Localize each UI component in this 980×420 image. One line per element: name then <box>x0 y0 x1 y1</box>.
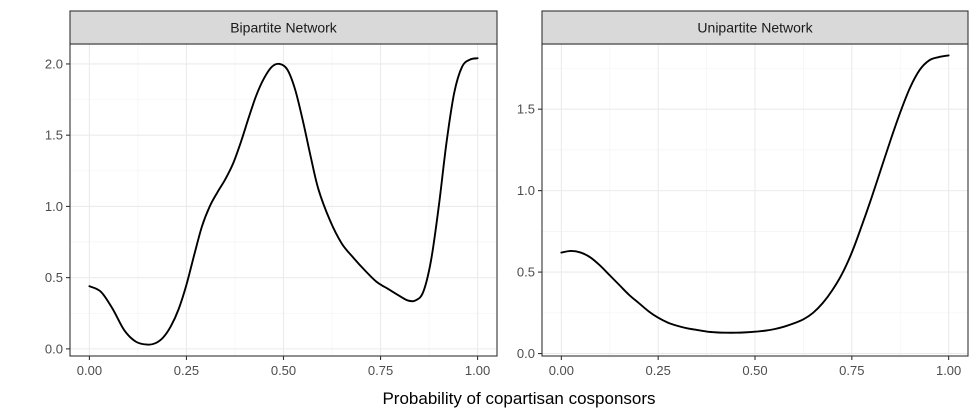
x-tick-label: 0.50 <box>271 363 296 378</box>
bipartite-strip-label: Bipartite Network <box>230 20 338 36</box>
panel-bipartite-grid <box>70 44 497 356</box>
panel-unipartite: Unipartite Network 0.00 0.25 0.50 0.75 1.000… <box>517 10 969 378</box>
panel-unipartite-grid <box>542 44 968 356</box>
x-tick-label: 0.00 <box>77 363 102 378</box>
x-tick-label: 1.00 <box>465 363 490 378</box>
y-tick-label: 2.0 <box>45 56 63 71</box>
x-tick-label: 0.75 <box>839 363 864 378</box>
x-tick-label: 0.00 <box>549 363 574 378</box>
unipartite-axis-ticks: 0.00 0.25 0.50 0.75 1.00 0.0 0.5 1.0 1.5 <box>517 102 961 378</box>
y-tick-label: 0.5 <box>45 270 63 285</box>
unipartite-strip <box>541 10 969 45</box>
x-axis-title: Probability of copartisan cosponsors <box>382 389 655 408</box>
x-tick-label: 0.25 <box>174 363 199 378</box>
y-tick-label: 1.0 <box>45 199 63 214</box>
bipartite-density-line <box>88 57 479 346</box>
bipartite-strip <box>69 10 498 45</box>
y-tick-label: 0.0 <box>517 346 535 361</box>
y-tick-label: 1.5 <box>517 102 535 117</box>
x-tick-label: 0.50 <box>742 363 767 378</box>
unipartite-density-line <box>560 54 950 334</box>
x-tick-label: 0.75 <box>368 363 393 378</box>
unipartite-strip-label: Unipartite Network <box>697 20 813 36</box>
panel-bipartite: Bipartite Network 0.00 0.25 0.50 0.75 1.000.… <box>45 10 498 378</box>
y-tick-label: 1.5 <box>45 128 63 143</box>
bipartite-axis-ticks: 0.00 0.25 0.50 0.75 1.00 0.0 0.5 1.0 1.5 2.0 <box>45 56 490 378</box>
x-tick-label: 1.00 <box>936 363 961 378</box>
x-tick-label: 0.25 <box>646 363 671 378</box>
y-tick-label: 0.5 <box>517 265 535 280</box>
y-tick-label: 0.0 <box>45 341 63 356</box>
y-tick-label: 1.0 <box>517 183 535 198</box>
